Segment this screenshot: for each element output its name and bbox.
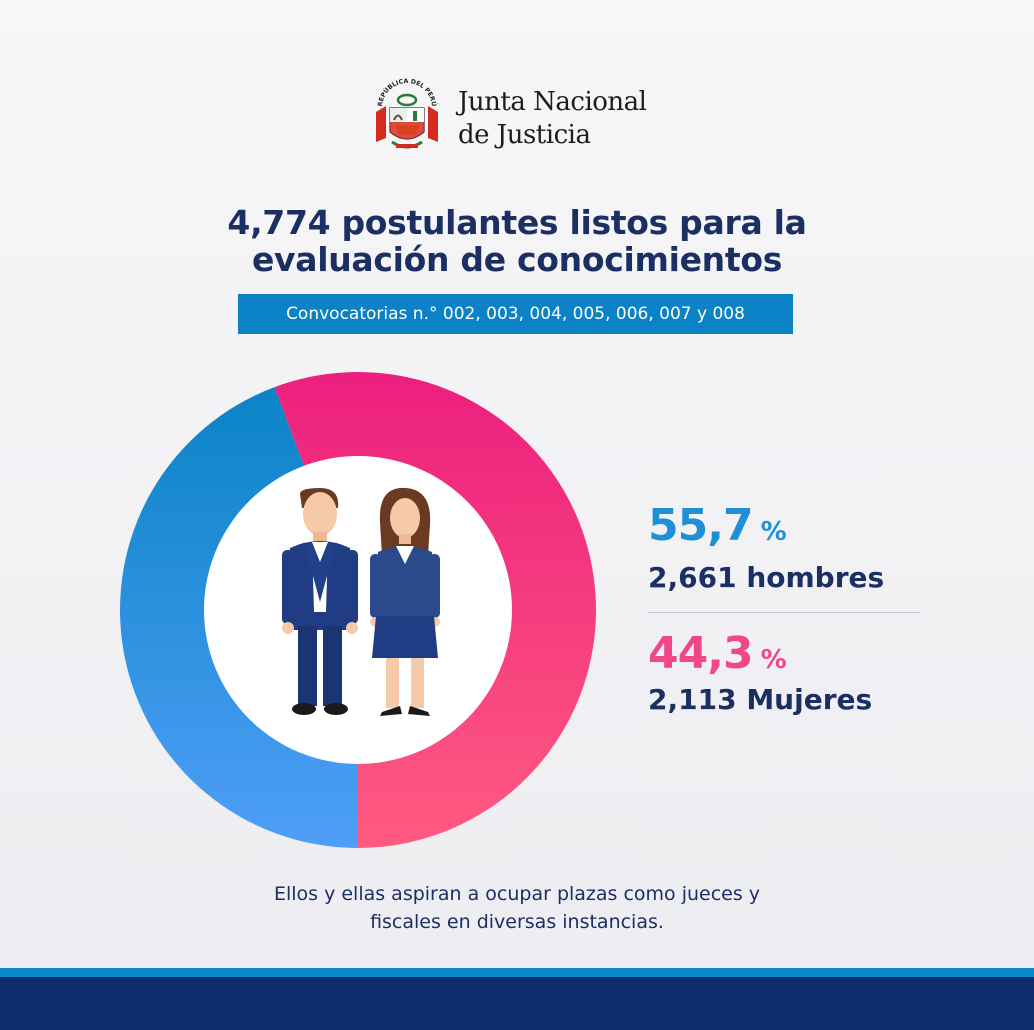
page-title-line2: evaluación de conocimientos	[251, 240, 783, 279]
seal-text: REPÚBLICA DEL PERÚ	[377, 78, 439, 107]
subtitle-banner: Convocatorias n.° 002, 003, 004, 005, 00…	[238, 294, 793, 334]
org-name-line1: Junta Nacional	[458, 87, 647, 117]
peru-seal-icon: REPÚBLICA DEL PERÚ	[376, 78, 439, 149]
women-percentage: 44,3%	[648, 628, 787, 679]
page-title-line1: 4,774 postulantes listos para la	[227, 203, 807, 242]
footer-note-line1: Ellos y ellas aspiran a ocupar plazas co…	[273, 883, 761, 905]
man-figure-icon	[282, 488, 358, 715]
men-percentage-value: 55,7	[648, 500, 754, 551]
men-percentage: 55,7%	[648, 500, 787, 551]
svg-text:REPÚBLICA DEL PERÚ: REPÚBLICA DEL PERÚ	[377, 78, 439, 107]
footer-note-line2: fiscales en diversas instancias.	[370, 911, 664, 933]
org-name-line2: de Justicia	[458, 120, 591, 150]
stats-divider	[648, 612, 920, 613]
page-title: 4,774 postulantes listos para la evaluac…	[0, 204, 1034, 278]
men-count: 2,661 hombres	[648, 561, 885, 594]
logo: REPÚBLICA DEL PERÚ Junta Nacional de Jus…	[372, 78, 672, 158]
woman-figure-icon	[370, 487, 440, 716]
women-percentage-sign: %	[760, 645, 787, 675]
women-count: 2,113 Mujeres	[648, 683, 873, 716]
women-percentage-value: 44,3	[648, 628, 754, 679]
men-percentage-sign: %	[760, 517, 787, 547]
org-name: Junta Nacional de Justicia	[458, 86, 647, 152]
footer-bar	[0, 977, 1034, 1030]
footer-note: Ellos y ellas aspiran a ocupar plazas co…	[0, 880, 1034, 936]
subtitle-text: Convocatorias n.° 002, 003, 004, 005, 00…	[286, 304, 745, 324]
donut-chart	[119, 372, 596, 848]
footer-accent-bar	[0, 968, 1034, 977]
